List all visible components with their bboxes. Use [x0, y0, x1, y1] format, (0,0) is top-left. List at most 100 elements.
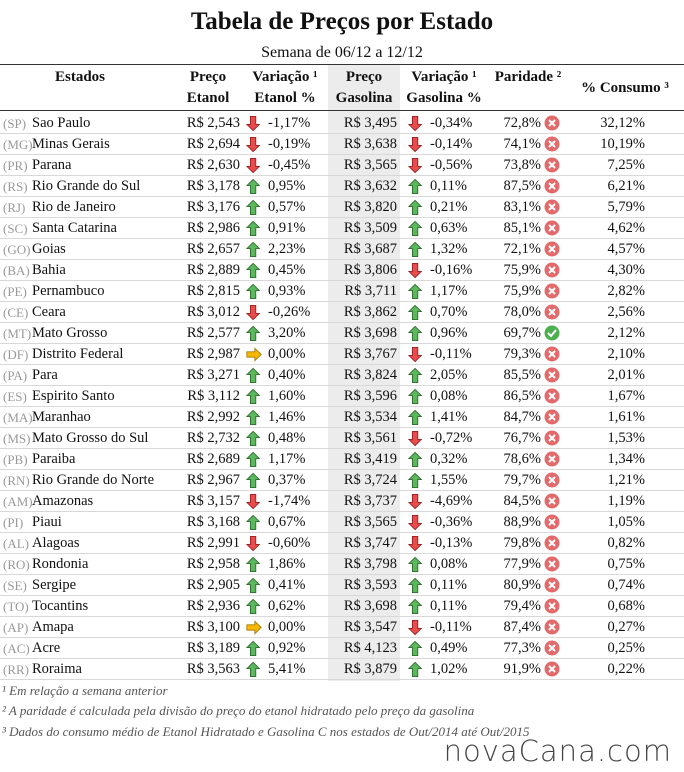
state-code: (RS) [3, 179, 28, 194]
row-separator [0, 490, 684, 491]
trend [245, 598, 262, 620]
trend-icon [407, 136, 423, 153]
var-gasoline: -0,36% [430, 514, 473, 530]
state-name: Parana [32, 157, 72, 173]
trend [245, 304, 262, 326]
trend [245, 472, 262, 494]
fail-icon [544, 115, 560, 131]
var-ethanol: 0,57% [268, 199, 306, 215]
price-gasoline: R$ 3,862 [343, 304, 397, 320]
trend-icon [245, 472, 261, 489]
state-code: (MA) [3, 410, 33, 425]
trend-icon [407, 598, 423, 615]
price-ethanol: R$ 2,992 [186, 409, 240, 425]
trend [245, 535, 262, 557]
column-header: Variação ¹ [252, 69, 318, 85]
trend [245, 577, 262, 599]
price-ethanol: R$ 2,986 [186, 220, 240, 236]
row-separator [0, 322, 684, 323]
trend [407, 304, 424, 326]
logo: novaCana.com [443, 734, 672, 768]
var-ethanol: 1,86% [268, 556, 306, 572]
trend-icon [245, 661, 261, 678]
price-gasoline: R$ 3,565 [343, 157, 397, 173]
parity-status [544, 241, 560, 262]
var-gasoline: -0,72% [430, 430, 473, 446]
state-name: Tocantins [32, 598, 89, 614]
fail-icon [544, 472, 560, 488]
parity-status [544, 577, 560, 598]
row-separator [0, 280, 684, 281]
var-ethanol: 0,48% [268, 430, 306, 446]
trend-icon [245, 199, 261, 216]
var-gasoline: -0,13% [430, 535, 473, 551]
row-separator [0, 511, 684, 512]
trend [407, 451, 424, 473]
trend-icon [407, 220, 423, 237]
price-ethanol: R$ 3,178 [186, 178, 240, 194]
var-gasoline: 0,63% [430, 220, 468, 236]
price-gasoline: R$ 3,561 [343, 430, 397, 446]
var-ethanol: 0,45% [268, 262, 306, 278]
parity: 86,5% [503, 388, 541, 404]
price-ethanol: R$ 2,543 [186, 115, 240, 131]
price-gasoline: R$ 3,711 [344, 283, 397, 299]
trend [407, 640, 424, 662]
state-code: (DF) [3, 347, 29, 362]
fail-icon [544, 451, 560, 467]
price-gasoline: R$ 3,565 [343, 514, 397, 530]
trend-icon [245, 535, 261, 552]
trend-icon [245, 115, 261, 132]
parity: 75,9% [503, 283, 541, 299]
price-ethanol: R$ 3,176 [186, 199, 240, 215]
trend-icon [407, 346, 423, 363]
fail-icon [544, 388, 560, 404]
parity-status [544, 661, 560, 682]
trend [245, 283, 262, 305]
var-ethanol: 0,00% [268, 619, 306, 635]
trend-icon [245, 388, 261, 405]
var-gasoline: -0,16% [430, 262, 473, 278]
trend-icon [407, 304, 423, 321]
trend-icon [245, 178, 261, 195]
consumption: 7,25% [607, 157, 645, 173]
var-gasoline: 0,96% [430, 325, 468, 341]
trend [246, 346, 262, 368]
trend [407, 472, 424, 494]
trend [245, 115, 262, 137]
var-gasoline: 0,08% [430, 388, 468, 404]
state-code: (CE) [3, 305, 29, 320]
var-ethanol: 1,60% [268, 388, 306, 404]
trend-icon [407, 430, 423, 447]
column-shade [328, 65, 400, 681]
state-code: (TO) [3, 599, 29, 614]
consumption: 0,27% [607, 619, 645, 635]
consumption: 2,82% [607, 283, 645, 299]
trend [245, 640, 262, 662]
trend-icon [246, 347, 262, 362]
price-ethanol: R$ 2,987 [186, 346, 240, 362]
price-ethanol: R$ 3,012 [186, 304, 240, 320]
price-gasoline: R$ 3,419 [343, 451, 397, 467]
trend [245, 178, 262, 200]
parity-status [544, 178, 560, 199]
trend [407, 325, 424, 347]
trend-icon [245, 262, 261, 279]
fail-icon [544, 199, 560, 215]
var-gasoline: 1,55% [430, 472, 468, 488]
state-code: (AC) [3, 641, 30, 656]
consumption: 0,25% [607, 640, 645, 656]
parity: 78,6% [503, 451, 541, 467]
price-gasoline: R$ 3,798 [343, 556, 397, 572]
parity: 87,4% [503, 619, 541, 635]
trend-icon [245, 367, 261, 384]
state-name: Amazonas [32, 493, 94, 509]
trend [245, 388, 262, 410]
var-ethanol: 1,46% [268, 409, 306, 425]
state-name: Mato Grosso do Sul [32, 430, 149, 446]
fail-icon [544, 577, 560, 593]
row-separator [0, 406, 684, 407]
trend [407, 661, 424, 683]
var-ethanol: -1,17% [268, 115, 311, 131]
